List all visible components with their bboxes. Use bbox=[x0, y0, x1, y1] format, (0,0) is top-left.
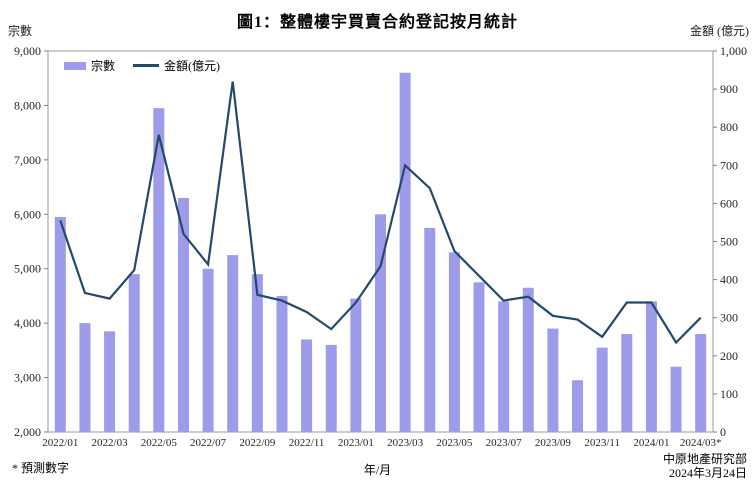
bar-2023/01 bbox=[350, 298, 362, 432]
x-axis-tick-label: 2022/05 bbox=[141, 437, 178, 449]
source-credit: 中原地產研究部 2024年3月24日 bbox=[663, 452, 747, 481]
bar-2022/04 bbox=[128, 274, 140, 432]
legend-item-line: 金額(億元) bbox=[133, 57, 220, 74]
chart-legend: 宗數 金額(億元) bbox=[64, 57, 220, 74]
bar-series-swatch bbox=[64, 61, 86, 70]
x-axis-tick-label: 2023/11 bbox=[584, 437, 620, 449]
bar-2023/07 bbox=[498, 301, 510, 432]
bar-2024/02 bbox=[670, 366, 682, 432]
left-axis-tick-label: 2,000 bbox=[14, 425, 41, 439]
bar-2023/09 bbox=[547, 328, 559, 432]
bar-2023/11 bbox=[596, 347, 608, 432]
right-axis-tick-label: 100 bbox=[720, 387, 738, 401]
amount-line-series bbox=[59, 81, 702, 345]
bar-2023/04 bbox=[424, 227, 436, 432]
x-axis-tick-label: 2023/07 bbox=[486, 437, 523, 449]
bar-2022/03 bbox=[104, 331, 116, 432]
legend-line-label: 金額(億元) bbox=[164, 59, 221, 73]
left-axis-tick-label: 5,000 bbox=[14, 262, 41, 276]
x-axis-tick-label: 2024/03* bbox=[680, 437, 722, 449]
right-axis-tick-label: 0 bbox=[720, 425, 726, 439]
bar-2022/02 bbox=[79, 323, 91, 432]
bar-2022/01 bbox=[54, 217, 66, 432]
x-axis-title: 年/月 bbox=[363, 463, 392, 477]
x-axis-tick-label: 2023/05 bbox=[436, 437, 473, 449]
left-axis-label: 宗數 bbox=[8, 24, 33, 38]
bar-2023/10 bbox=[572, 380, 584, 432]
x-axis-tick-label: 2023/03 bbox=[387, 437, 424, 449]
right-axis-tick-label: 800 bbox=[720, 120, 738, 134]
x-axis-tick-label: 2022/11 bbox=[289, 437, 325, 449]
right-axis-label: 金額 (億元) bbox=[690, 24, 749, 38]
x-axis-tick-label: 2022/09 bbox=[239, 437, 276, 449]
x-axis-tick-label: 2022/07 bbox=[190, 437, 227, 449]
bar-2022/08 bbox=[227, 255, 239, 432]
right-axis-tick-label: 300 bbox=[720, 311, 738, 325]
legend-bars-label: 宗數 bbox=[91, 59, 116, 73]
bar-2023/06 bbox=[473, 282, 485, 432]
bar-2022/09 bbox=[251, 274, 263, 432]
forecast-footnote: * 預測數字 bbox=[12, 461, 70, 475]
bar-2022/10 bbox=[276, 295, 288, 432]
bar-2022/06 bbox=[177, 197, 189, 432]
legend-item-bars: 宗數 bbox=[64, 57, 115, 74]
left-axis-tick-label: 6,000 bbox=[14, 207, 41, 221]
x-axis-tick-label: 2022/01 bbox=[42, 437, 78, 449]
left-axis-tick-label: 3,000 bbox=[14, 371, 41, 385]
bar-2023/02 bbox=[375, 214, 386, 432]
line-series-swatch bbox=[133, 64, 160, 67]
bar-2024/03 bbox=[695, 334, 707, 432]
x-axis-tick-label: 2024/01 bbox=[633, 437, 669, 449]
right-axis-tick-label: 600 bbox=[720, 196, 738, 210]
right-axis-tick-label: 700 bbox=[720, 158, 738, 172]
chart-title: 圖1：整體樓宇買賣合約登記按月統計 bbox=[236, 14, 518, 31]
right-axis-tick-label: 200 bbox=[720, 349, 738, 363]
bar-2024/01 bbox=[645, 301, 657, 432]
bar-2023/05 bbox=[448, 252, 460, 432]
bar-2022/05 bbox=[153, 108, 165, 433]
left-axis-tick-label: 7,000 bbox=[14, 153, 41, 167]
bar-2022/07 bbox=[202, 268, 214, 432]
left-axis-tick-label: 8,000 bbox=[14, 98, 41, 112]
right-axis-tick-label: 400 bbox=[720, 273, 738, 287]
bar-2022/11 bbox=[301, 339, 313, 432]
bar-2023/03 bbox=[399, 72, 411, 433]
source-name: 中原地產研究部 bbox=[662, 452, 747, 466]
bar-2022/12 bbox=[325, 344, 337, 432]
right-axis-tick-label: 1,000 bbox=[720, 44, 747, 58]
left-axis-tick-label: 4,000 bbox=[14, 316, 41, 330]
x-axis-tick-label: 2023/09 bbox=[535, 437, 572, 449]
source-date: 2024年3月24日 bbox=[668, 466, 747, 481]
right-axis-tick-label: 500 bbox=[720, 235, 738, 249]
x-axis-tick-label: 2023/01 bbox=[338, 437, 374, 449]
bar-2023/12 bbox=[621, 334, 633, 432]
right-axis-tick-label: 900 bbox=[720, 82, 738, 96]
bar-2023/08 bbox=[522, 287, 534, 432]
left-axis-tick-label: 9,000 bbox=[14, 44, 41, 58]
x-axis-tick-label: 2022/03 bbox=[92, 437, 129, 449]
